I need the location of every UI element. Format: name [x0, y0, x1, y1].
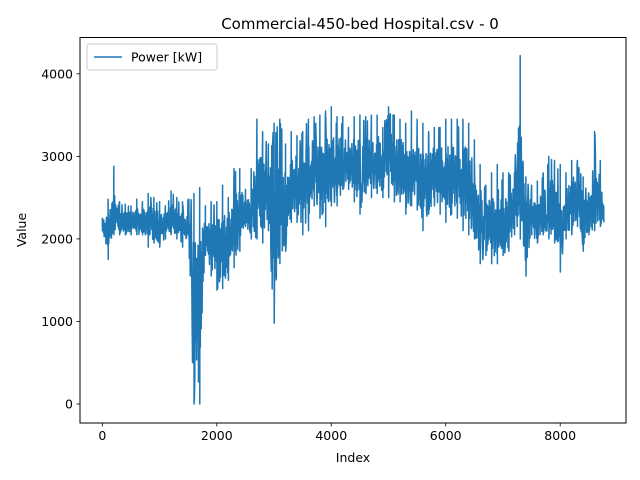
x-tick-label: 0 — [98, 428, 106, 443]
y-tick-label: 2000 — [41, 231, 73, 246]
x-tick-label: 6000 — [430, 428, 462, 443]
x-tick-label: 2000 — [201, 428, 233, 443]
chart-title: Commercial-450-bed Hospital.csv - 0 — [221, 15, 499, 33]
y-tick-label: 0 — [65, 397, 73, 412]
series-line-power-kw — [101, 54, 605, 405]
y-tick-label: 3000 — [41, 149, 73, 164]
legend-box — [86, 43, 218, 71]
axes-frame — [79, 37, 627, 424]
legend-label-power-kw: Power [kW] — [131, 50, 202, 65]
x-axis-label: Index — [336, 450, 370, 465]
series-layer — [101, 54, 605, 405]
y-tick-label: 4000 — [41, 66, 73, 81]
legend: Power [kW] — [86, 43, 218, 71]
x-tick-label: 4000 — [315, 428, 347, 443]
x-tick-label: 8000 — [544, 428, 576, 443]
x-axis-ticks: 0 2000 4000 6000 8000 — [98, 423, 576, 443]
y-tick-label: 1000 — [41, 314, 73, 329]
plot-area — [79, 37, 627, 424]
y-axis-label: Value — [14, 213, 29, 248]
y-axis-ticks: 0 1000 2000 3000 4000 — [41, 66, 80, 412]
